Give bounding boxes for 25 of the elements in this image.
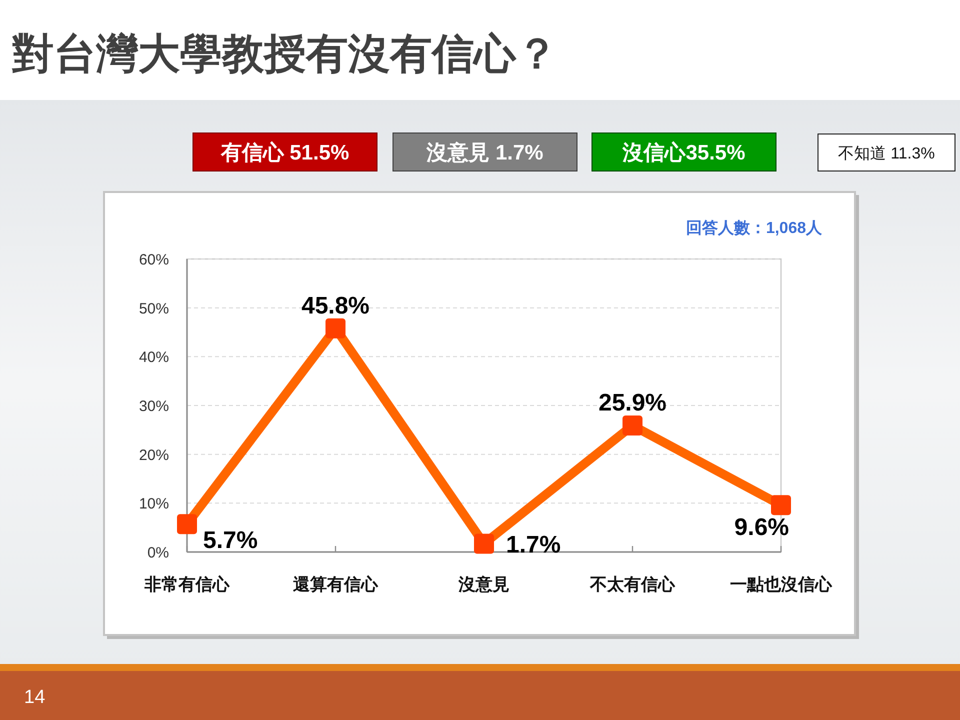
text: 回答人數：1,068人 xyxy=(686,219,823,237)
point xyxy=(771,495,791,516)
x-tick-label: 沒意見 xyxy=(458,575,510,594)
point xyxy=(326,318,346,338)
point xyxy=(622,416,642,436)
x-tick-label: 不太有信心 xyxy=(589,575,676,594)
y-tick-label: 0% xyxy=(147,544,169,562)
data-label: 5.7% xyxy=(203,527,258,554)
x-tick-label: 一點也沒信心 xyxy=(730,575,833,594)
y-tick-label: 50% xyxy=(138,300,169,318)
data-label: 45.8% xyxy=(301,292,370,320)
y-tick-label: 20% xyxy=(138,446,169,464)
data-label: 25.9% xyxy=(598,390,667,417)
y-tick-label: 10% xyxy=(138,496,169,513)
y-tick-label: 30% xyxy=(138,398,169,415)
point xyxy=(474,534,494,554)
data-label: 9.6% xyxy=(734,514,789,542)
y-tick-label: 60% xyxy=(138,252,169,268)
x-tick-label: 還算有信心 xyxy=(293,575,379,594)
point xyxy=(177,514,197,534)
x-tick-label: 非常有信心 xyxy=(144,575,230,594)
y-tick-label: 40% xyxy=(138,349,169,366)
chart-title: 對台灣大學教授有沒有信心？ xyxy=(11,30,558,77)
data-label: 1.7% xyxy=(506,532,561,559)
text: 14 xyxy=(24,687,46,708)
